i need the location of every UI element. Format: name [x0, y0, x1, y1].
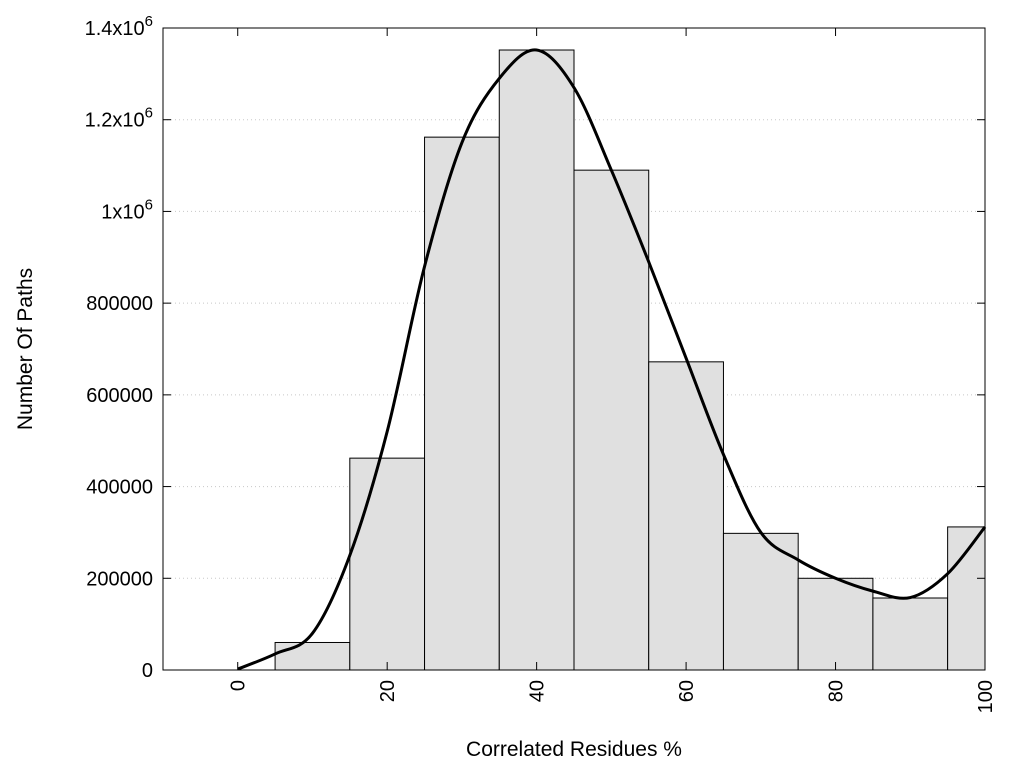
histogram-bar [349, 457, 426, 671]
x-tick-label: 100 [975, 680, 997, 713]
histogram-bar [424, 136, 500, 671]
y-tick-label: 200000 [86, 568, 153, 590]
histogram-bar [573, 169, 650, 671]
x-tick-labels: 0 20 40 60 80 100 [228, 680, 997, 713]
plot-frame [162, 27, 986, 671]
x-tick-label: 80 [826, 680, 848, 702]
y-tick-labels: 0 200000 400000 600000 800000 1x106 1.2x106 1.4… [85, 13, 153, 682]
x-tick-label: 60 [676, 680, 698, 702]
histogram-bar [797, 577, 874, 671]
y-tick-label: 600000 [86, 385, 153, 407]
y-tick-label: 1x106 [101, 196, 153, 223]
histogram-bar [498, 49, 575, 671]
histogram-bar [722, 532, 799, 671]
x-tick-label: 20 [377, 680, 399, 702]
histogram-bar [274, 641, 351, 671]
y-axis-label: Number Of Paths [14, 268, 37, 430]
x-axis-label: Correlated Residues % [466, 738, 682, 761]
y-tick-label: 1.4x106 [85, 13, 153, 40]
histogram-bar [872, 597, 949, 671]
histogram-bar [947, 526, 986, 671]
x-tick-label: 0 [228, 680, 250, 691]
density-curve [237, 48, 987, 671]
x-tick-label: 40 [527, 680, 549, 702]
histogram-bars [274, 49, 986, 671]
histogram-bar [648, 361, 724, 671]
y-tick-label: 1.2x106 [85, 105, 153, 132]
y-tick-label: 400000 [86, 477, 153, 499]
density-curve-line [237, 48, 987, 671]
axis-ticks [163, 27, 986, 671]
y-tick-label: 0 [142, 660, 153, 682]
y-tick-label: 800000 [86, 293, 153, 315]
